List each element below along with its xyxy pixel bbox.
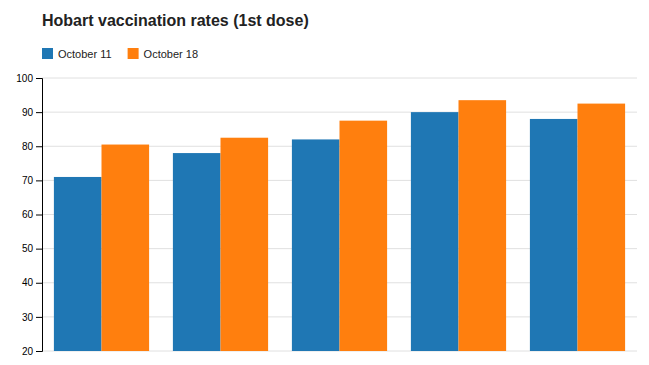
tick-mark	[36, 112, 42, 113]
bar	[340, 121, 388, 351]
tick-label: 70	[22, 175, 34, 186]
bar	[292, 139, 340, 351]
grid-line	[42, 78, 637, 79]
tick: 30	[22, 312, 42, 323]
plot: 20 30 40 50 60 70 80 90 100	[16, 73, 637, 357]
tick: 90	[22, 107, 42, 118]
bar	[411, 112, 459, 351]
tick-label: 80	[22, 141, 34, 152]
tick: 80	[22, 141, 42, 152]
tick: 40	[22, 277, 42, 288]
tick-mark	[36, 351, 42, 352]
tick-label: 40	[22, 277, 34, 288]
tick: 100	[16, 73, 42, 84]
tick-mark	[36, 249, 42, 250]
y-axis: 20 30 40 50 60 70 80 90 100	[16, 73, 42, 357]
chart: Hobart vaccination rates (1st dose) 20 30 4…	[0, 0, 649, 365]
tick-label: 50	[22, 243, 34, 254]
tick-mark	[36, 283, 42, 284]
tick: 20	[22, 346, 42, 357]
tick: 70	[22, 175, 42, 186]
legend-item: October 18	[128, 48, 198, 60]
title: Hobart vaccination rates (1st dose)	[42, 12, 309, 29]
legend-label: October 11	[58, 48, 112, 60]
tick-mark	[36, 78, 42, 79]
tick-label: 90	[22, 107, 34, 118]
bar	[102, 145, 150, 351]
tick-label: 60	[22, 209, 34, 220]
tick-mark	[36, 146, 42, 147]
legend: October 11 October 18	[42, 48, 198, 60]
tick: 60	[22, 209, 42, 220]
legend-swatch	[128, 48, 139, 59]
bar	[578, 104, 626, 351]
grid	[42, 78, 637, 351]
grid-line	[42, 112, 637, 113]
legend-item: October 11	[42, 48, 112, 60]
bars	[54, 100, 625, 351]
legend-swatch	[42, 48, 53, 59]
tick-label: 20	[22, 346, 34, 357]
bar	[221, 138, 269, 351]
tick: 50	[22, 243, 42, 254]
bar	[173, 153, 221, 351]
bar	[459, 100, 507, 351]
tick-mark	[36, 180, 42, 181]
tick-mark	[36, 215, 42, 216]
bar	[530, 119, 578, 351]
tick-label: 100	[16, 73, 33, 84]
legend-label: October 18	[144, 48, 198, 60]
tick-label: 30	[22, 312, 34, 323]
bar	[54, 177, 102, 351]
bar-series	[102, 100, 626, 351]
axis-line	[36, 79, 43, 352]
tick-mark	[36, 317, 42, 318]
